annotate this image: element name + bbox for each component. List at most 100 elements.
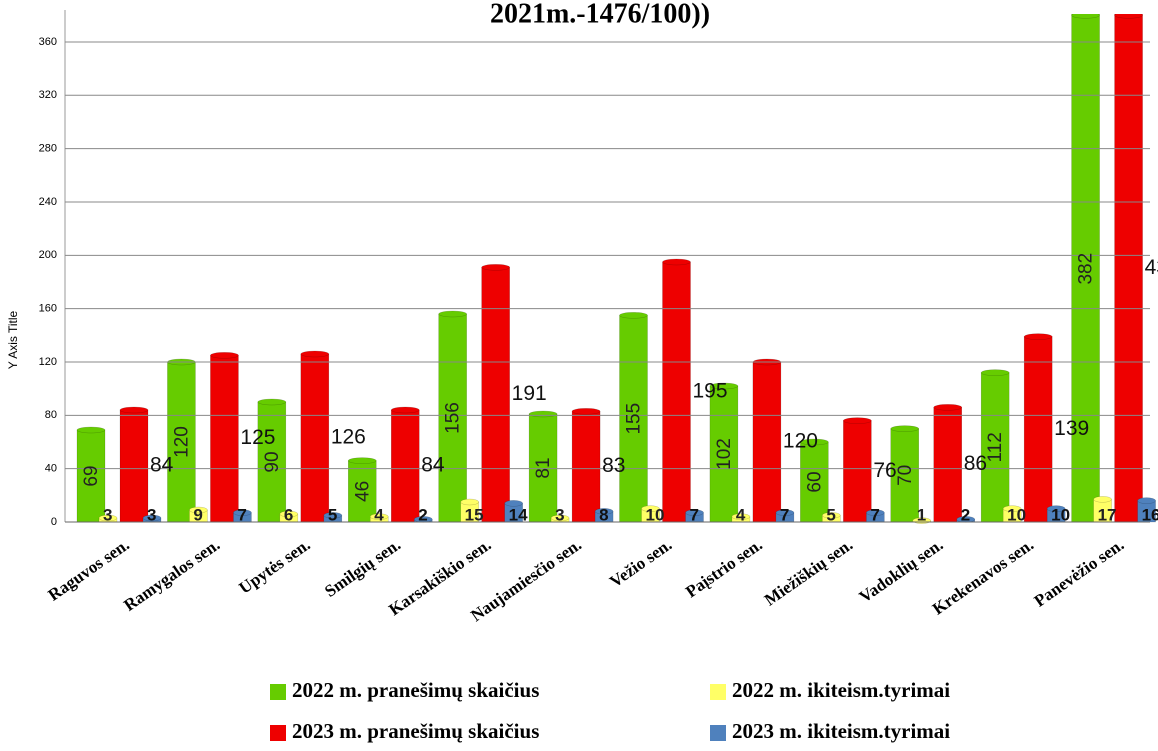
data-label: 90 xyxy=(262,451,283,472)
data-label: 15 xyxy=(465,505,484,524)
bar-cap xyxy=(866,509,885,516)
data-label: 435 xyxy=(1145,256,1158,279)
y-tick-label: 240 xyxy=(39,196,57,208)
x-tick-label: Vadoklių sen. xyxy=(856,535,947,607)
bar-cap xyxy=(348,457,377,464)
y-tick-label: 320 xyxy=(39,89,57,101)
data-label: 69 xyxy=(81,465,102,486)
bar-cap xyxy=(1093,496,1112,503)
bar-cap xyxy=(1137,497,1156,504)
bar-cap xyxy=(233,509,252,516)
bar-cap xyxy=(775,509,795,516)
legend-label: 2023 m. pranešimų skaičius xyxy=(292,719,539,743)
data-label: 4 xyxy=(736,505,746,524)
bar xyxy=(438,313,467,523)
x-tick-label: Paįstrio sen. xyxy=(682,535,766,601)
bar-cap xyxy=(119,406,149,414)
data-label: 10 xyxy=(1051,505,1070,524)
y-tick-label: 280 xyxy=(39,143,57,155)
y-tick-label: 80 xyxy=(45,409,57,421)
data-label: 46 xyxy=(352,481,373,502)
bar xyxy=(167,361,196,523)
bar-cap xyxy=(1046,505,1066,512)
data-label: 102 xyxy=(714,438,735,470)
data-label: 3 xyxy=(555,505,564,524)
y-tick-label: 360 xyxy=(39,36,57,48)
data-label: 1 xyxy=(917,505,926,524)
bar xyxy=(76,429,106,523)
data-label: 16 xyxy=(1142,505,1158,524)
legend-swatch xyxy=(710,725,726,741)
y-tick-label: 0 xyxy=(51,516,57,528)
data-label: 86 xyxy=(964,452,987,475)
chart-title: 2021m.-1476/100)) xyxy=(490,0,710,29)
legend-label: 2022 m. ikiteism.tyrimai xyxy=(732,678,950,702)
y-tick-label: 40 xyxy=(45,463,57,475)
x-tick-label: Vežio sen. xyxy=(606,535,675,591)
bar-cap xyxy=(800,438,829,446)
data-label: 3 xyxy=(147,505,156,524)
bar xyxy=(890,428,919,523)
bar-cap xyxy=(550,514,570,522)
data-label: 84 xyxy=(150,454,174,477)
data-label: 10 xyxy=(1007,505,1026,524)
data-label: 191 xyxy=(512,382,547,405)
data-label: 2 xyxy=(961,505,970,524)
bar xyxy=(619,315,648,523)
bar-cap xyxy=(933,404,962,411)
x-tick-label: Smilgių sen. xyxy=(321,535,404,601)
bar-cap xyxy=(1071,14,1100,19)
bar-cap xyxy=(843,417,872,424)
bar-cap xyxy=(619,312,648,319)
plot xyxy=(76,14,1156,524)
bar-cap xyxy=(142,514,162,522)
data-label: 83 xyxy=(602,454,625,477)
bar-cap xyxy=(98,514,118,522)
data-label: 10 xyxy=(646,505,665,524)
bar xyxy=(391,409,420,523)
bar-cap xyxy=(370,513,389,520)
bar-cap xyxy=(504,500,523,507)
bar xyxy=(933,407,962,523)
bar-cap xyxy=(822,512,841,519)
bar-cap xyxy=(300,350,330,358)
data-label: 76 xyxy=(873,459,896,482)
bar xyxy=(571,411,601,523)
data-label: 7 xyxy=(690,505,699,524)
bar xyxy=(210,355,239,523)
bar xyxy=(1071,14,1100,523)
legend-label: 2023 m. ikiteism.tyrimai xyxy=(732,719,950,743)
y-axis-title: Y Axis Title xyxy=(6,310,20,369)
legend-label: 2022 m. pranešimų skaičius xyxy=(292,678,539,702)
data-label: 156 xyxy=(443,402,464,434)
bar-cap xyxy=(709,382,739,390)
bar-cap xyxy=(662,258,691,266)
bar-cap xyxy=(438,310,467,318)
legend-swatch xyxy=(710,684,726,700)
data-label: 81 xyxy=(533,457,554,478)
x-tick-label: Raguvos sen. xyxy=(45,535,133,605)
bar xyxy=(348,460,377,523)
data-label: 4 xyxy=(374,505,384,524)
legend-swatch xyxy=(270,684,286,700)
bar-cap xyxy=(641,505,660,512)
data-label: 125 xyxy=(240,426,275,449)
data-label: 60 xyxy=(804,471,825,492)
bar-cap xyxy=(481,264,510,271)
bar xyxy=(1114,14,1143,523)
bar-cap xyxy=(1002,505,1022,512)
bar-cap xyxy=(1114,14,1143,19)
bar-cap xyxy=(210,352,239,359)
data-label: 112 xyxy=(985,432,1006,462)
data-label: 7 xyxy=(780,505,789,524)
y-tick-label: 120 xyxy=(39,356,57,368)
bar-cap xyxy=(571,408,601,415)
x-tick-label: Panevėžio sen. xyxy=(1031,535,1128,611)
bar-cap xyxy=(528,410,558,418)
data-label: 5 xyxy=(826,505,835,524)
x-tick-label: Miežiškių sen. xyxy=(761,535,856,610)
bar-cap xyxy=(323,512,343,519)
bar-cap xyxy=(76,426,106,434)
bar-cap xyxy=(731,513,751,520)
